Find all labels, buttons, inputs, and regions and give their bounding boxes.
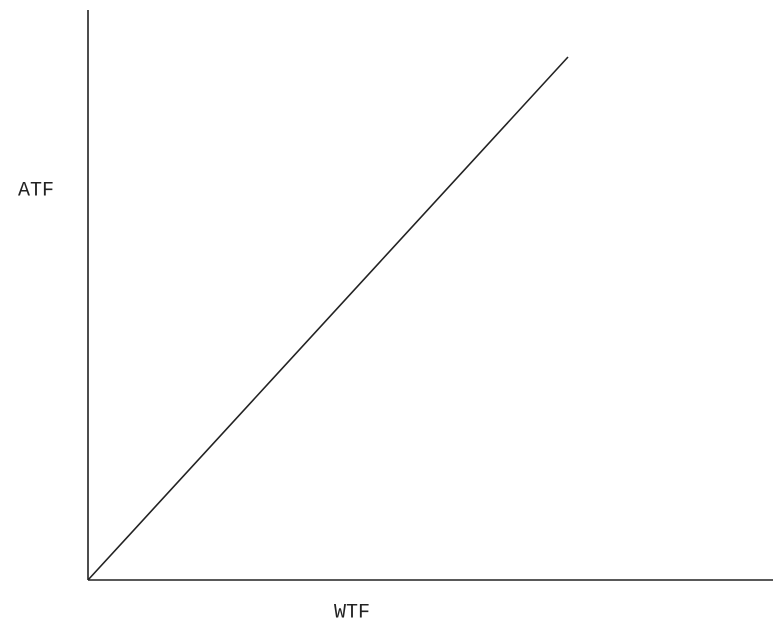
x-axis-label: WTF <box>334 601 370 624</box>
y-axis-label: ATF <box>18 179 54 202</box>
relation-line <box>87 56 569 581</box>
